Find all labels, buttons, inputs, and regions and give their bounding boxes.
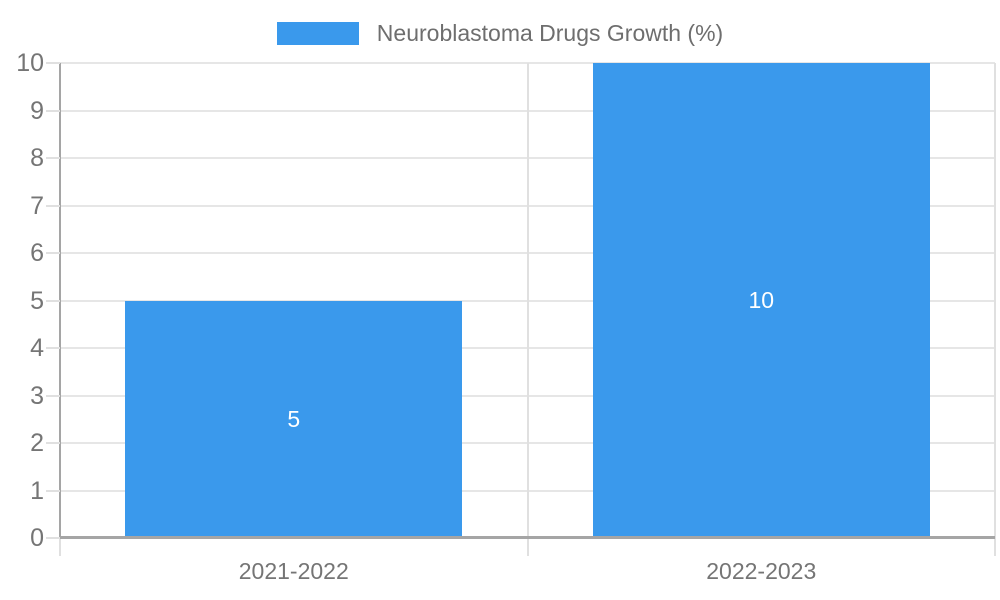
y-tick-label: 7: [30, 191, 44, 220]
y-tick-mark: [46, 489, 60, 492]
y-tick-mark: [46, 109, 60, 112]
x-category-label: 2021-2022: [238, 558, 349, 584]
y-tick-mark: [46, 537, 60, 539]
plot-right-border: [994, 63, 996, 538]
y-tick-label: 8: [30, 144, 44, 172]
x-category-label: 2022-2023: [706, 558, 817, 584]
y-tick-mark: [46, 347, 60, 349]
legend-label: Neuroblastoma Drugs Growth (%): [376, 20, 724, 46]
legend-swatch: [276, 21, 359, 45]
y-tick-mark: [46, 204, 60, 207]
y-tick-mark: [46, 394, 60, 397]
y-tick-label: 2: [30, 429, 44, 457]
x-tick-mark: [59, 538, 61, 556]
y-axis: 0 1 2 3 4 5 6 7 8 9 10: [0, 49, 60, 552]
y-tick-label: 1: [30, 476, 44, 505]
y-tick-mark: [46, 299, 60, 302]
y-tick-label: 0: [30, 524, 44, 552]
y-tick-label: 6: [30, 239, 44, 267]
y-tick-label: 9: [30, 96, 44, 125]
bar-value-label: 10: [748, 287, 775, 313]
x-tick-mark: [994, 538, 996, 556]
y-tick-mark: [46, 252, 60, 254]
y-tick-label: 3: [30, 381, 44, 410]
y-axis-line: [59, 63, 61, 538]
y-tick-mark: [46, 442, 60, 444]
y-tick-label: 5: [30, 286, 44, 315]
bar-value-label: 5: [287, 405, 301, 432]
bar[interactable]: 5: [125, 300, 463, 538]
bar[interactable]: 10: [592, 63, 930, 538]
x-tick-mark: [526, 538, 529, 556]
x-axis: 2021-2022 2022-2023: [60, 556, 995, 592]
y-tick-mark: [46, 157, 60, 159]
plot-area: 5 10: [59, 62, 996, 556]
x-axis-baseline: [60, 536, 995, 539]
y-tick-label: 10: [16, 49, 44, 77]
legend[interactable]: Neuroblastoma Drugs Growth (%): [0, 20, 1000, 46]
y-tick-mark: [46, 62, 60, 64]
y-tick-label: 4: [30, 334, 44, 362]
category-divider: [526, 63, 529, 538]
